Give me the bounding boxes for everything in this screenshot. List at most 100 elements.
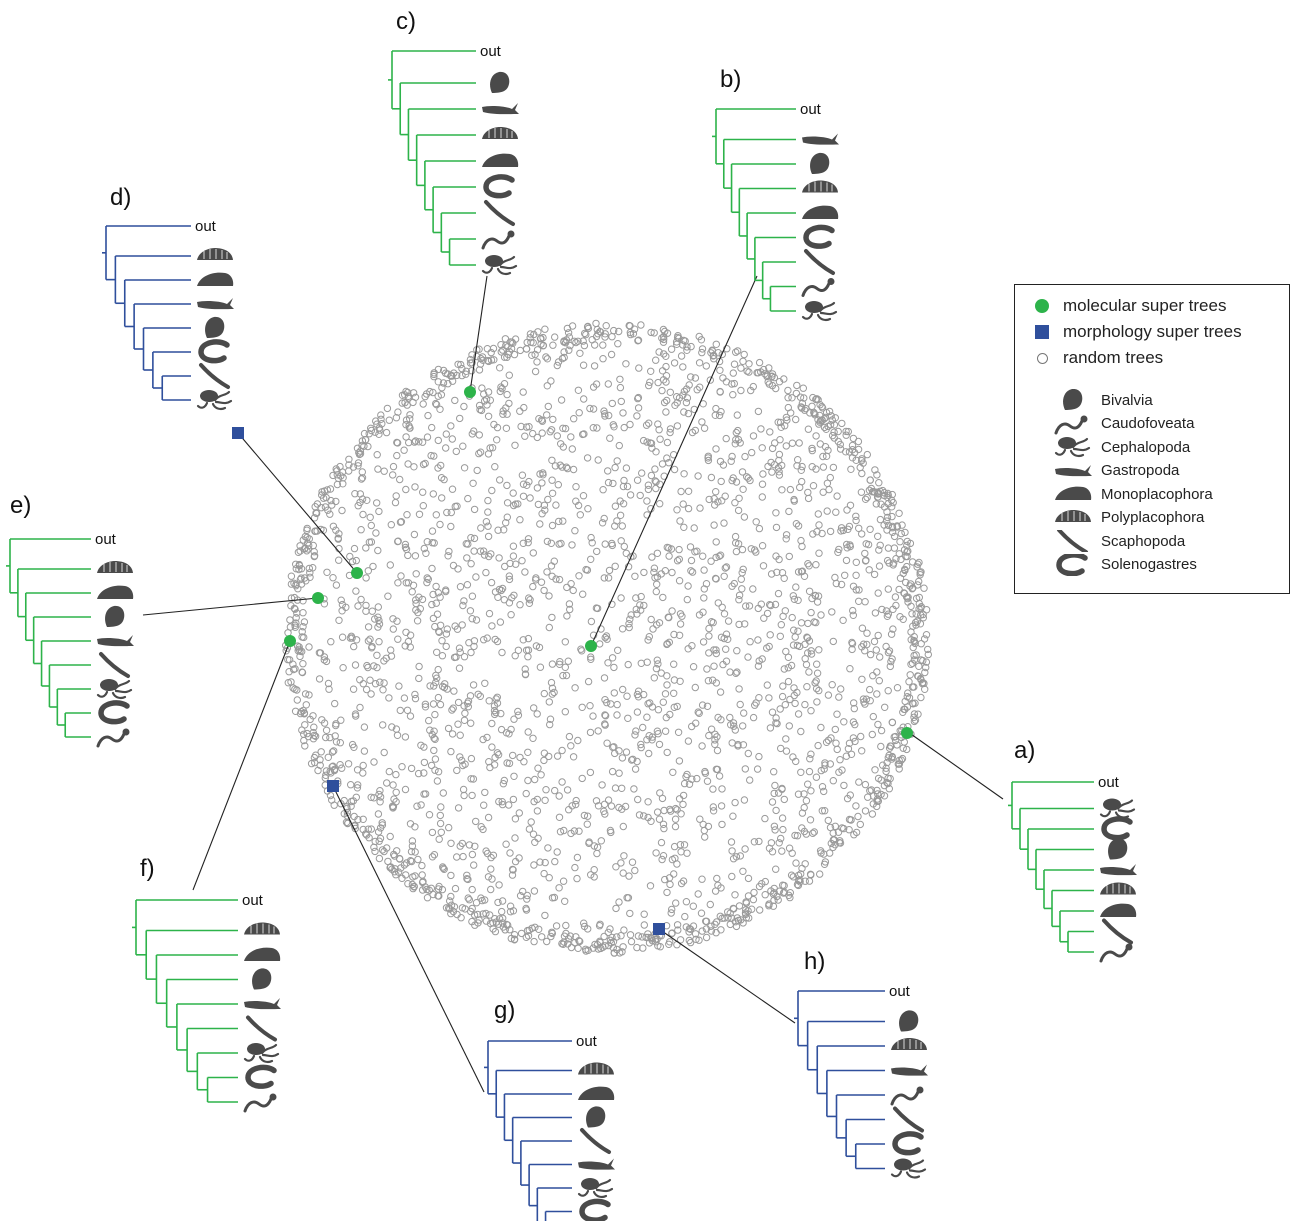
random-tree-point — [841, 782, 847, 788]
random-tree-point — [545, 845, 551, 851]
random-tree-point — [676, 796, 682, 802]
random-tree-point — [517, 408, 523, 414]
random-tree-point — [573, 484, 579, 490]
polyplacophora-icon — [244, 923, 280, 935]
random-tree-point — [685, 488, 691, 494]
random-tree-point — [522, 569, 528, 575]
random-tree-point — [432, 756, 438, 762]
random-tree-point — [834, 746, 840, 752]
random-tree-point — [842, 572, 848, 578]
random-tree-point — [788, 872, 794, 878]
random-tree-point — [575, 945, 581, 951]
random-tree-point — [367, 514, 373, 520]
random-tree-point — [339, 608, 345, 614]
random-tree-point — [444, 509, 450, 515]
random-tree-point — [691, 525, 697, 531]
random-tree-point — [374, 452, 380, 458]
random-tree-point — [338, 717, 344, 723]
random-tree-point — [857, 821, 863, 827]
random-tree-point — [769, 799, 775, 805]
random-tree-point — [534, 808, 540, 814]
random-tree-point — [820, 464, 826, 470]
random-tree-point — [419, 862, 425, 868]
random-tree-point — [306, 644, 312, 650]
random-tree-point — [700, 639, 706, 645]
random-tree-point — [353, 588, 359, 594]
random-tree-point — [419, 439, 425, 445]
random-tree-point — [921, 585, 927, 591]
random-tree-point — [372, 838, 378, 844]
random-tree-point — [730, 370, 736, 376]
random-tree-point — [889, 719, 895, 725]
random-tree-point — [701, 567, 707, 573]
random-tree-point — [414, 618, 420, 624]
random-tree-point — [732, 892, 738, 898]
random-tree-point — [789, 614, 795, 620]
random-tree-point — [725, 618, 731, 624]
random-tree-point — [779, 487, 785, 493]
random-tree-point — [756, 695, 762, 701]
random-tree-point — [699, 876, 705, 882]
random-tree-point — [556, 885, 562, 891]
random-tree-point — [657, 790, 663, 796]
random-tree-point — [609, 768, 615, 774]
random-tree-point — [659, 335, 665, 341]
random-tree-point — [575, 737, 581, 743]
random-tree-point — [584, 821, 590, 827]
random-tree-point — [465, 495, 471, 501]
random-tree-point — [798, 537, 804, 543]
random-tree-point — [736, 903, 742, 909]
random-tree-point — [759, 543, 765, 549]
random-tree-point — [862, 599, 868, 605]
random-tree-point — [631, 786, 637, 792]
random-tree-point — [701, 425, 707, 431]
random-tree-point — [504, 391, 510, 397]
random-tree-point — [889, 513, 895, 519]
tree-panel-g: out — [484, 1033, 615, 1221]
random-tree-point — [580, 362, 586, 368]
random-tree-point — [806, 563, 812, 569]
polyplacophora-icon — [1100, 883, 1136, 895]
random-tree-point — [403, 434, 409, 440]
random-tree-point — [467, 608, 473, 614]
random-tree-point — [733, 429, 739, 435]
random-tree-point — [621, 853, 627, 859]
random-tree-point — [373, 530, 379, 536]
random-tree-point — [618, 538, 624, 544]
random-tree-point — [684, 850, 690, 856]
random-tree-point — [468, 649, 474, 655]
random-tree-point — [853, 803, 859, 809]
random-tree-point — [717, 367, 723, 373]
random-tree-point — [506, 372, 512, 378]
random-tree-point — [484, 346, 490, 352]
random-tree-point — [599, 520, 605, 526]
random-tree-point — [658, 839, 664, 845]
random-tree-point — [566, 807, 572, 813]
random-tree-point — [653, 850, 659, 856]
random-tree-point — [568, 743, 574, 749]
random-tree-point — [825, 817, 831, 823]
caudofoveata-icon — [245, 1094, 277, 1112]
bivalvia-icon — [490, 72, 509, 93]
random-tree-point — [736, 686, 742, 692]
random-tree-point — [408, 765, 414, 771]
random-tree-point — [877, 654, 883, 660]
random-tree-point — [485, 451, 491, 457]
random-tree-point — [473, 574, 479, 580]
random-tree-point — [795, 711, 801, 717]
random-tree-point — [295, 549, 301, 555]
random-tree-point — [610, 480, 616, 486]
random-tree-point — [813, 562, 819, 568]
random-tree-point — [437, 701, 443, 707]
random-tree-point — [829, 682, 835, 688]
random-tree-point — [639, 470, 645, 476]
random-tree-point — [498, 349, 504, 355]
random-tree-point — [494, 437, 500, 443]
random-tree-point — [340, 665, 346, 671]
polyplacophora-icon — [482, 127, 518, 139]
random-tree-point — [385, 858, 391, 864]
random-tree-point — [531, 888, 537, 894]
random-tree-point — [721, 611, 727, 617]
random-tree-point — [897, 539, 903, 545]
random-tree-point — [364, 662, 370, 668]
